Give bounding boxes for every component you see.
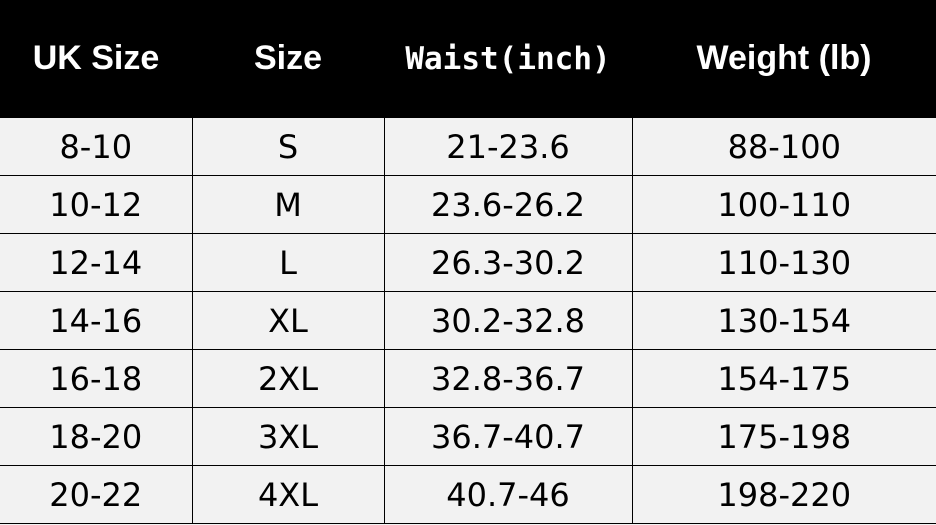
cell-weight: 88-100 — [631, 117, 936, 176]
table-row: 14-16 XL 30.2-32.8 130-154 — [0, 291, 936, 350]
header-waist: Waist(inch) — [384, 0, 632, 118]
cell-weight: 154-175 — [631, 349, 936, 408]
table-row: 20-22 4XL 40.7-46 198-220 — [0, 465, 936, 524]
header-size: Size — [192, 0, 384, 118]
table-row: 16-18 2XL 32.8-36.7 154-175 — [0, 349, 936, 408]
cell-waist: 26.3-30.2 — [383, 233, 633, 292]
table-row: 12-14 L 26.3-30.2 110-130 — [0, 233, 936, 292]
cell-uk-size: 8-10 — [0, 117, 193, 176]
cell-weight: 130-154 — [631, 291, 936, 350]
cell-waist: 21-23.6 — [383, 117, 633, 176]
cell-weight: 110-130 — [631, 233, 936, 292]
cell-uk-size: 16-18 — [0, 349, 193, 408]
cell-weight: 175-198 — [631, 407, 936, 466]
cell-size: M — [191, 175, 385, 234]
cell-size: 3XL — [191, 407, 385, 466]
cell-uk-size: 10-12 — [0, 175, 193, 234]
cell-waist: 32.8-36.7 — [383, 349, 633, 408]
cell-uk-size: 12-14 — [0, 233, 193, 292]
table-row: 8-10 S 21-23.6 88-100 — [0, 117, 936, 176]
cell-size: XL — [191, 291, 385, 350]
cell-uk-size: 18-20 — [0, 407, 193, 466]
cell-weight: 198-220 — [631, 465, 936, 524]
header-row: UK Size Size Waist(inch) Weight (lb) — [0, 0, 936, 118]
header-uk-size: UK Size — [0, 0, 192, 118]
cell-size: 4XL — [191, 465, 385, 524]
cell-size: L — [191, 233, 385, 292]
cell-waist: 40.7-46 — [383, 465, 633, 524]
cell-waist: 23.6-26.2 — [383, 175, 633, 234]
table-row: 18-20 3XL 36.7-40.7 175-198 — [0, 407, 936, 466]
cell-uk-size: 14-16 — [0, 291, 193, 350]
cell-uk-size: 20-22 — [0, 465, 193, 524]
cell-waist: 30.2-32.8 — [383, 291, 633, 350]
cell-size: S — [191, 117, 385, 176]
cell-size: 2XL — [191, 349, 385, 408]
cell-weight: 100-110 — [631, 175, 936, 234]
table-row: 10-12 M 23.6-26.2 100-110 — [0, 175, 936, 234]
header-weight: Weight (lb) — [632, 0, 936, 118]
cell-waist: 36.7-40.7 — [383, 407, 633, 466]
